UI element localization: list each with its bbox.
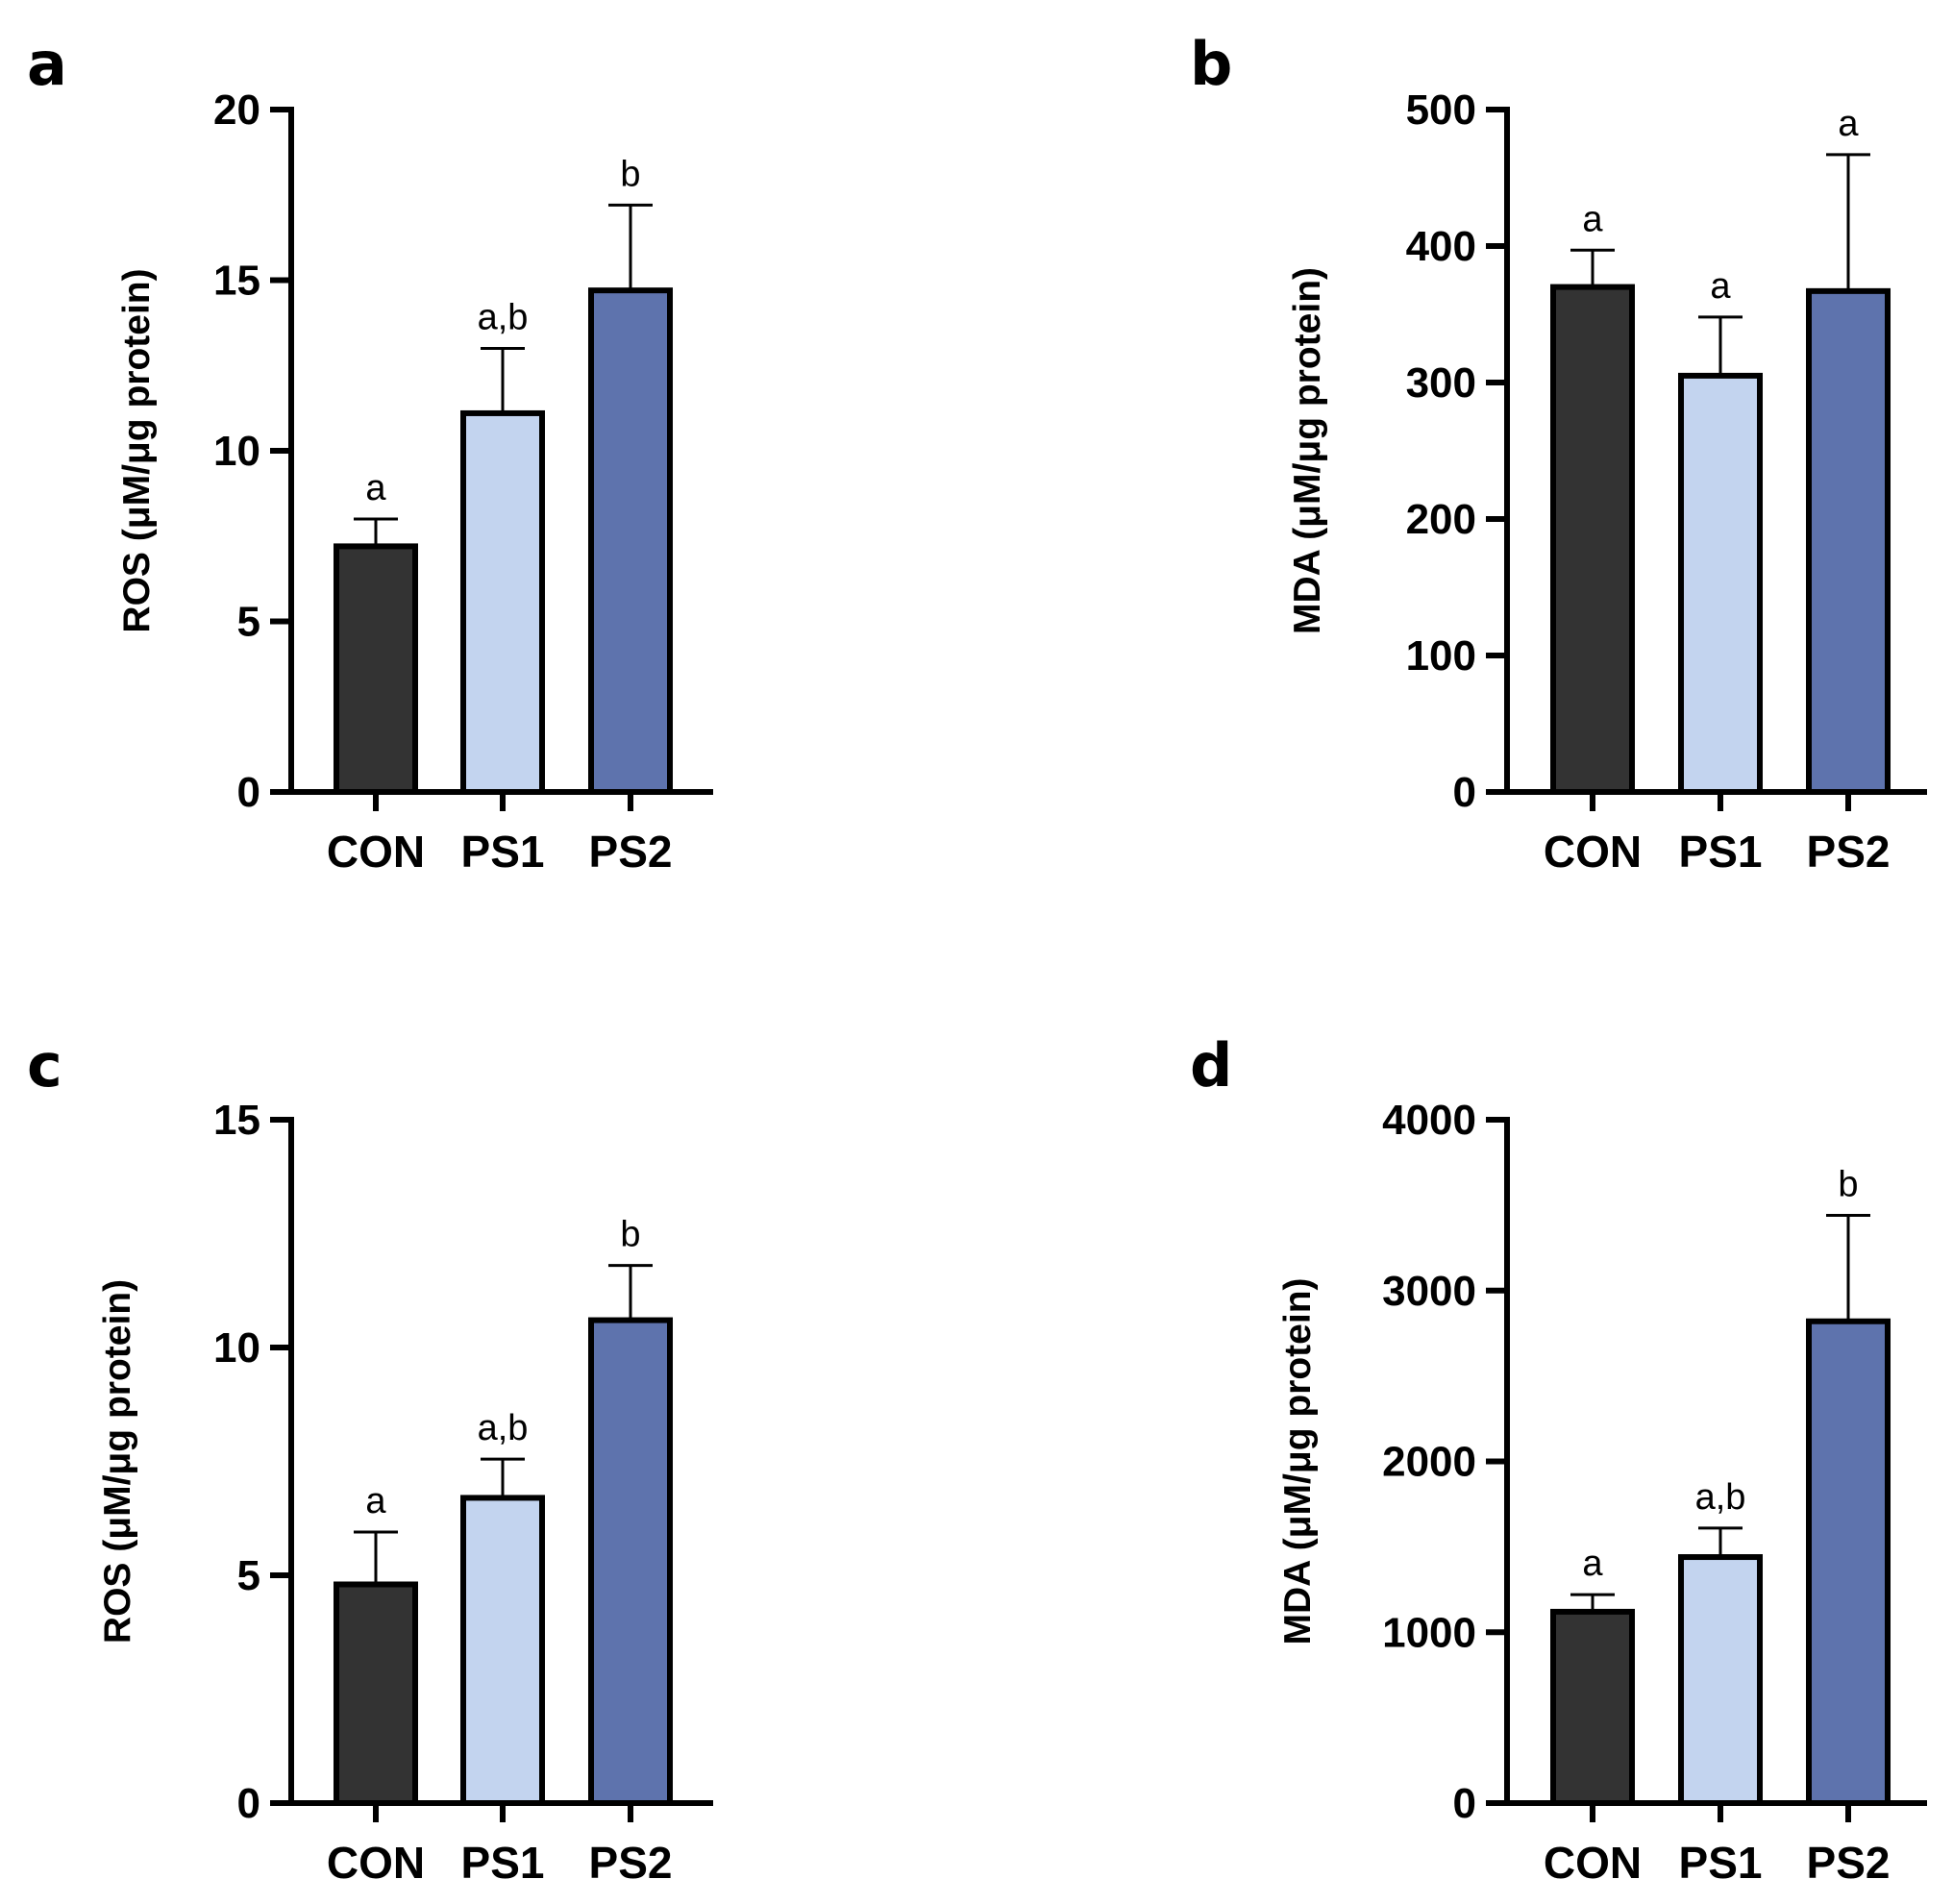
- panel-letter: c: [27, 1030, 62, 1100]
- bar-ps2: [588, 1317, 673, 1807]
- x-tick-label: PS2: [1807, 827, 1891, 877]
- y-tick-label: 10: [213, 428, 260, 475]
- significance-label: a,b: [1695, 1477, 1746, 1518]
- significance-label: a: [1582, 1544, 1603, 1584]
- x-tick-label: CON: [1544, 827, 1642, 877]
- y-tick-label: 0: [1453, 1780, 1476, 1827]
- chart-panel-a: a ROS (μM/μg protein) 0 5 10 15 20 a CON a,b PS1 b P…: [27, 29, 713, 877]
- significance-label: b: [620, 1215, 640, 1255]
- y-tick-label: 400: [1406, 223, 1476, 270]
- y-tick-label: 15: [213, 258, 260, 305]
- bar-con: [1550, 1608, 1635, 1807]
- bar-con: [334, 1581, 418, 1806]
- bar-ps1: [1678, 1554, 1763, 1807]
- significance-label: a,b: [478, 1408, 529, 1448]
- y-tick-label: 3000: [1382, 1268, 1476, 1315]
- x-tick-label: PS1: [461, 827, 545, 877]
- y-tick-label: 15: [213, 1097, 260, 1144]
- x-tick-label: PS1: [1679, 1838, 1763, 1888]
- significance-label: a: [365, 1481, 386, 1521]
- chart-panel-c: c ROS (μM/μg protein) 0 5 10 15 a CON a,b PS1 b PS2: [27, 1030, 713, 1888]
- significance-label: a,b: [478, 298, 529, 338]
- panel-letter: d: [1190, 1030, 1232, 1100]
- bar-ps2: [1806, 1318, 1891, 1806]
- significance-label: b: [620, 154, 640, 194]
- y-tick-label: 2000: [1382, 1439, 1476, 1486]
- y-tick-label: 100: [1406, 632, 1476, 680]
- y-tick-label: 0: [1453, 769, 1476, 816]
- y-axis-title: MDA (μM/μg protein): [1287, 267, 1328, 634]
- significance-label: a: [365, 468, 386, 508]
- y-axis-title: MDA (μM/μg protein): [1277, 1277, 1319, 1644]
- bar-ps2: [1806, 287, 1891, 795]
- y-tick-label: 0: [237, 1780, 260, 1827]
- x-tick-label: CON: [327, 827, 425, 877]
- y-tick-label: 10: [213, 1324, 260, 1372]
- y-tick-label: 0: [237, 769, 260, 816]
- bar-ps1: [460, 1495, 545, 1807]
- bar-con: [334, 543, 418, 796]
- significance-label: a: [1710, 266, 1731, 307]
- y-tick-label: 500: [1406, 87, 1476, 134]
- y-tick-label: 1000: [1382, 1609, 1476, 1656]
- bar-con: [1550, 284, 1635, 796]
- bar-ps1: [1678, 372, 1763, 795]
- x-tick-label: PS1: [1679, 827, 1763, 877]
- y-tick-label: 4000: [1382, 1097, 1476, 1144]
- significance-label: a: [1838, 104, 1859, 144]
- y-tick-label: 300: [1406, 359, 1476, 407]
- x-tick-label: CON: [327, 1838, 425, 1888]
- y-tick-label: 5: [237, 599, 260, 646]
- panel-letter: b: [1190, 29, 1232, 99]
- chart-panel-b: b MDA (μM/μg protein) 0 100 200 300 400 500 a CON…: [1190, 29, 1927, 877]
- y-tick-label: 20: [213, 87, 260, 134]
- x-tick-label: PS2: [589, 1838, 673, 1888]
- x-tick-label: PS2: [1807, 1838, 1891, 1888]
- x-tick-label: CON: [1544, 1838, 1642, 1888]
- y-axis-title: ROS (μM/μg protein): [97, 1279, 138, 1644]
- y-tick-label: 5: [237, 1552, 260, 1599]
- significance-label: b: [1838, 1165, 1858, 1205]
- chart-panel-d: d MDA (μM/μg protein) 0 1000 2000 3000 4000 a CO…: [1190, 1030, 1927, 1888]
- y-axis-title: ROS (μM/μg protein): [116, 268, 158, 632]
- bar-ps1: [460, 409, 545, 795]
- panel-letter: a: [27, 29, 67, 99]
- x-tick-label: PS2: [589, 827, 673, 877]
- x-tick-label: PS1: [461, 1838, 545, 1888]
- bar-ps2: [588, 287, 673, 795]
- y-tick-label: 200: [1406, 496, 1476, 543]
- significance-label: a: [1582, 199, 1603, 239]
